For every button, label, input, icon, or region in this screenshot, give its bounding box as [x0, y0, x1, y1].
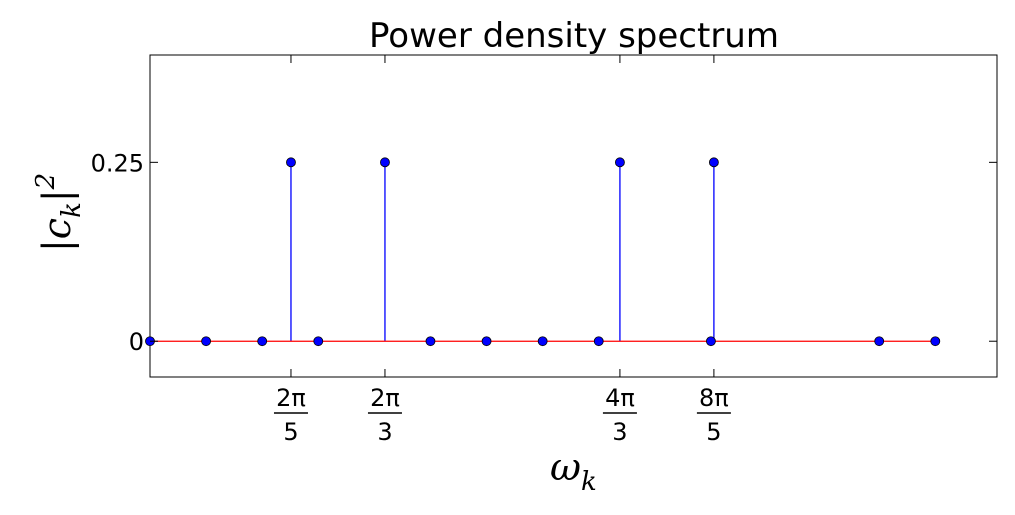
data-point [257, 336, 268, 347]
x-tick-label-denominator: 3 [612, 418, 627, 446]
plot-area [149, 54, 998, 378]
x-tick-label-denominator: 5 [283, 418, 298, 446]
data-point [593, 336, 604, 347]
data-point [537, 336, 548, 347]
data-point [286, 157, 296, 168]
x-tick-label-numerator: 8π [699, 384, 729, 412]
y-axis-label: |ck|2 [31, 173, 87, 252]
chart-title: Power density spectrum [369, 16, 779, 56]
data-point [425, 336, 436, 347]
x-axis-label: ωk [550, 445, 597, 497]
data-point [874, 336, 885, 347]
data-point [930, 336, 941, 347]
data-point [481, 336, 492, 347]
y-axis-label-sup: 2 [31, 173, 61, 191]
data-point [380, 157, 390, 168]
y-tick-label: 0 [129, 328, 144, 356]
y-axis-label-close: | [35, 189, 79, 202]
x-axis-label-sub: k [581, 467, 597, 497]
data-point [313, 336, 324, 347]
x-tick-label-denominator: 3 [377, 418, 392, 446]
data-point [201, 336, 211, 347]
y-axis-label-sub: k [57, 202, 87, 218]
x-tick-label-denominator: 5 [706, 418, 721, 446]
y-ticks: 00.25 [91, 149, 997, 356]
y-axis-label-base: |c [35, 218, 79, 252]
data-point [709, 157, 719, 168]
x-tick-label-numerator: 4π [605, 384, 635, 412]
data-point [706, 336, 716, 347]
data-point [615, 157, 625, 168]
y-tick-label: 0.25 [91, 149, 144, 177]
x-ticks: 2π 5 2π 3 4π 3 8π 5 [273, 55, 731, 446]
x-axis-label-base: ω [550, 445, 581, 489]
x-tick-label-numerator: 2π [370, 384, 400, 412]
x-tick-label-numerator: 2π [276, 384, 306, 412]
